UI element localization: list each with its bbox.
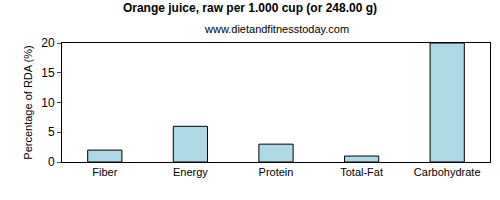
svg-text:10: 10 (41, 96, 55, 110)
svg-text:Percentage of RDA (%): Percentage of RDA (%) (22, 45, 34, 159)
svg-text:5: 5 (48, 125, 55, 139)
svg-text:Orange juice, raw per 1.000 cu: Orange juice, raw per 1.000 cup (or 248.… (123, 1, 377, 15)
svg-text:20: 20 (41, 36, 55, 50)
svg-text:0: 0 (48, 155, 55, 169)
svg-text:Total-Fat: Total-Fat (340, 166, 383, 178)
svg-text:Fiber: Fiber (92, 166, 117, 178)
svg-text:Carbohydrate: Carbohydrate (414, 166, 481, 178)
svg-text:Protein: Protein (259, 166, 294, 178)
svg-text:Energy: Energy (173, 166, 208, 178)
svg-text:15: 15 (41, 66, 55, 80)
svg-text:www.dietandfitnesstoday.com: www.dietandfitnesstoday.com (204, 23, 349, 35)
